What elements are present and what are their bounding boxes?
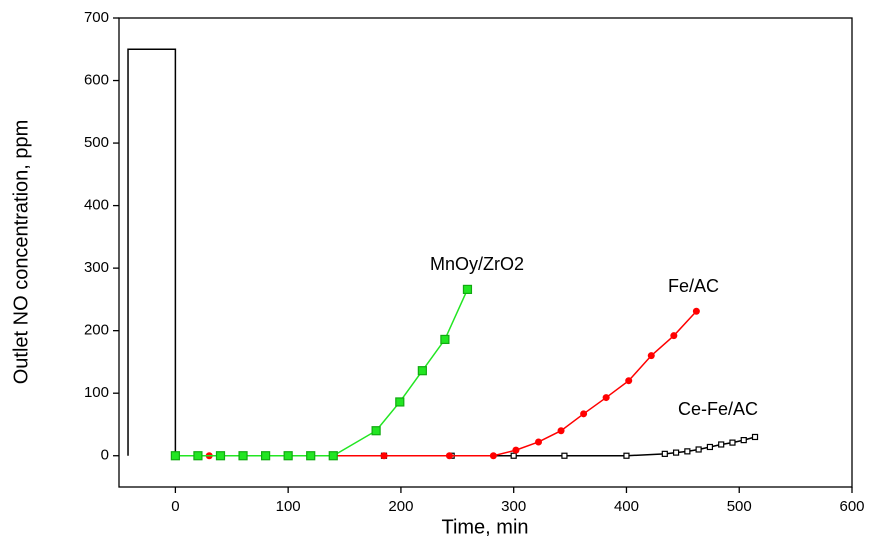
data-point [395,397,405,407]
data-point [462,284,473,294]
y-tick-label: 400 [84,197,109,214]
data-point [170,451,180,461]
y-tick-label: 100 [84,384,109,401]
x-tick-label: 300 [501,498,526,515]
data-point [306,451,316,461]
data-point [557,427,565,435]
data-point [670,332,678,340]
data-point [751,433,759,441]
data-point [580,410,588,418]
y-tick-label: 600 [84,72,109,89]
y-tick-label: 200 [84,322,109,339]
data-point [684,448,691,455]
x-axis-label: Time, min [441,516,528,538]
data-point [512,446,520,454]
x-tick-label: 200 [388,498,413,515]
data-point [625,377,633,385]
data-point [695,446,702,453]
x-tick-label: 100 [276,498,301,515]
data-point [561,452,568,459]
data-point [647,352,655,360]
series-line [175,310,697,457]
plot-frame [118,17,853,488]
data-point [283,451,293,461]
y-tick-label: 500 [84,134,109,151]
series-label: Fe/AC [668,276,719,296]
data-point [729,439,736,446]
y-tick-label: 0 [101,447,109,464]
data-point [371,426,381,436]
data-point [672,449,680,456]
data-point [602,394,610,402]
data-point [706,443,714,451]
x-tick-label: 400 [614,498,639,515]
data-point [661,450,668,457]
data-point [445,452,453,460]
x-tick-label: 500 [727,498,752,515]
data-point [740,437,747,444]
data-point [623,452,630,459]
data-point [718,441,725,448]
data-point [380,452,388,460]
data-point [417,366,427,376]
x-tick-label: 600 [839,498,864,515]
y-tick-label: 300 [84,259,109,276]
series-line [127,48,177,456]
series-label: Ce-Fe/AC [678,399,758,419]
data-point [193,451,203,461]
data-point [489,452,497,460]
data-point [238,451,248,461]
x-tick-label: 0 [171,498,179,515]
data-point [535,438,543,446]
y-axis-label: Outlet NO concentration, ppm [10,120,32,385]
data-point [440,334,450,345]
data-point [692,307,700,315]
series-label: MnOy/ZrO2 [430,254,524,274]
data-point [510,452,517,459]
data-point [328,451,338,461]
data-point [215,451,226,461]
y-tick-label: 700 [84,9,109,26]
data-point [261,451,271,461]
